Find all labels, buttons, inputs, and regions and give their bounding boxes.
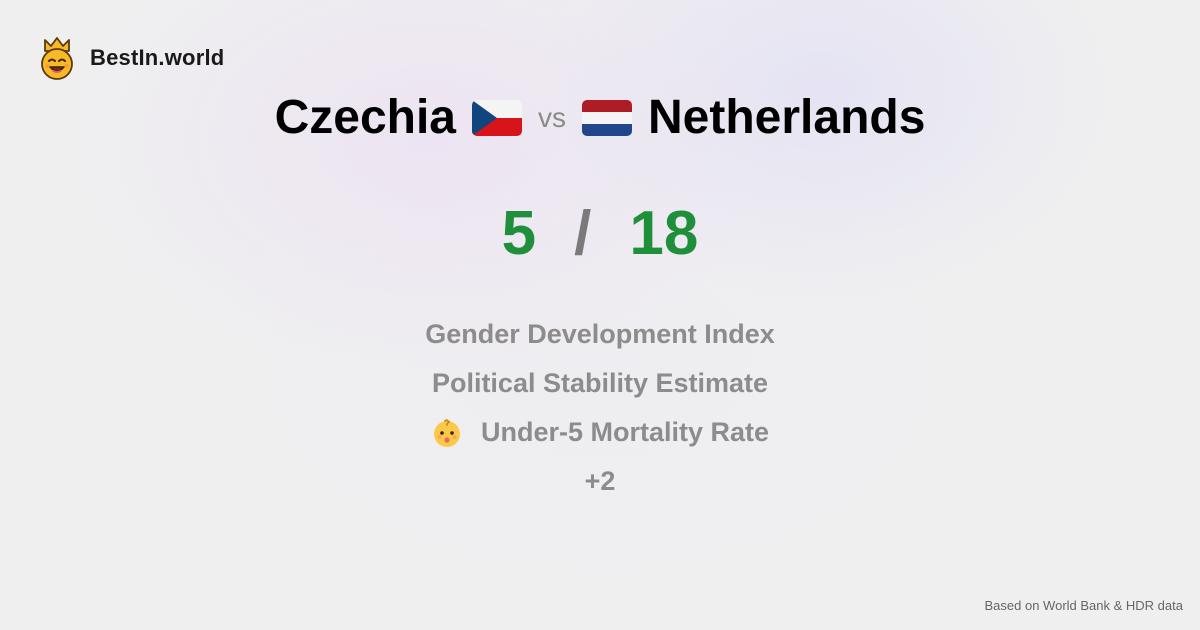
metric-label: Political Stability Estimate — [431, 368, 769, 398]
brand[interactable]: BestIn.world — [38, 36, 224, 80]
crowned-smiley-icon — [41, 37, 73, 80]
left-score: 5 — [501, 199, 537, 268]
brand-name: BestIn.world — [90, 45, 225, 70]
more-metrics-count[interactable]: +2 — [0, 457, 1200, 506]
metric-item-under-5-mortality-rate[interactable]: Under-5 Mortality Rate — [0, 408, 1200, 457]
czechia-flag-icon — [472, 100, 522, 136]
data-source-note: Based on World Bank & HDR data — [984, 598, 1183, 613]
right-country-name[interactable]: Netherlands — [648, 91, 926, 144]
netherlands-flag-icon — [582, 100, 632, 136]
vs-label: vs — [538, 102, 566, 133]
more-metrics-label: +2 — [584, 466, 616, 496]
metric-item-gender-development-index[interactable]: Gender Development Index — [0, 310, 1200, 359]
left-country-name[interactable]: Czechia — [274, 91, 456, 144]
comparison-title: Czechia vs Netherlands — [0, 88, 1200, 148]
metric-item-political-stability-estimate[interactable]: Political Stability Estimate — [0, 359, 1200, 408]
score-summary: 5 / 18 — [0, 196, 1200, 272]
metric-label: Gender Development Index — [425, 319, 775, 349]
metric-label: Under-5 Mortality Rate — [480, 417, 770, 447]
metrics-list: Gender Development Index Political Stabi… — [0, 310, 1200, 506]
baby-face-icon — [433, 418, 460, 447]
score-separator: / — [574, 199, 592, 268]
right-score: 18 — [629, 199, 699, 268]
